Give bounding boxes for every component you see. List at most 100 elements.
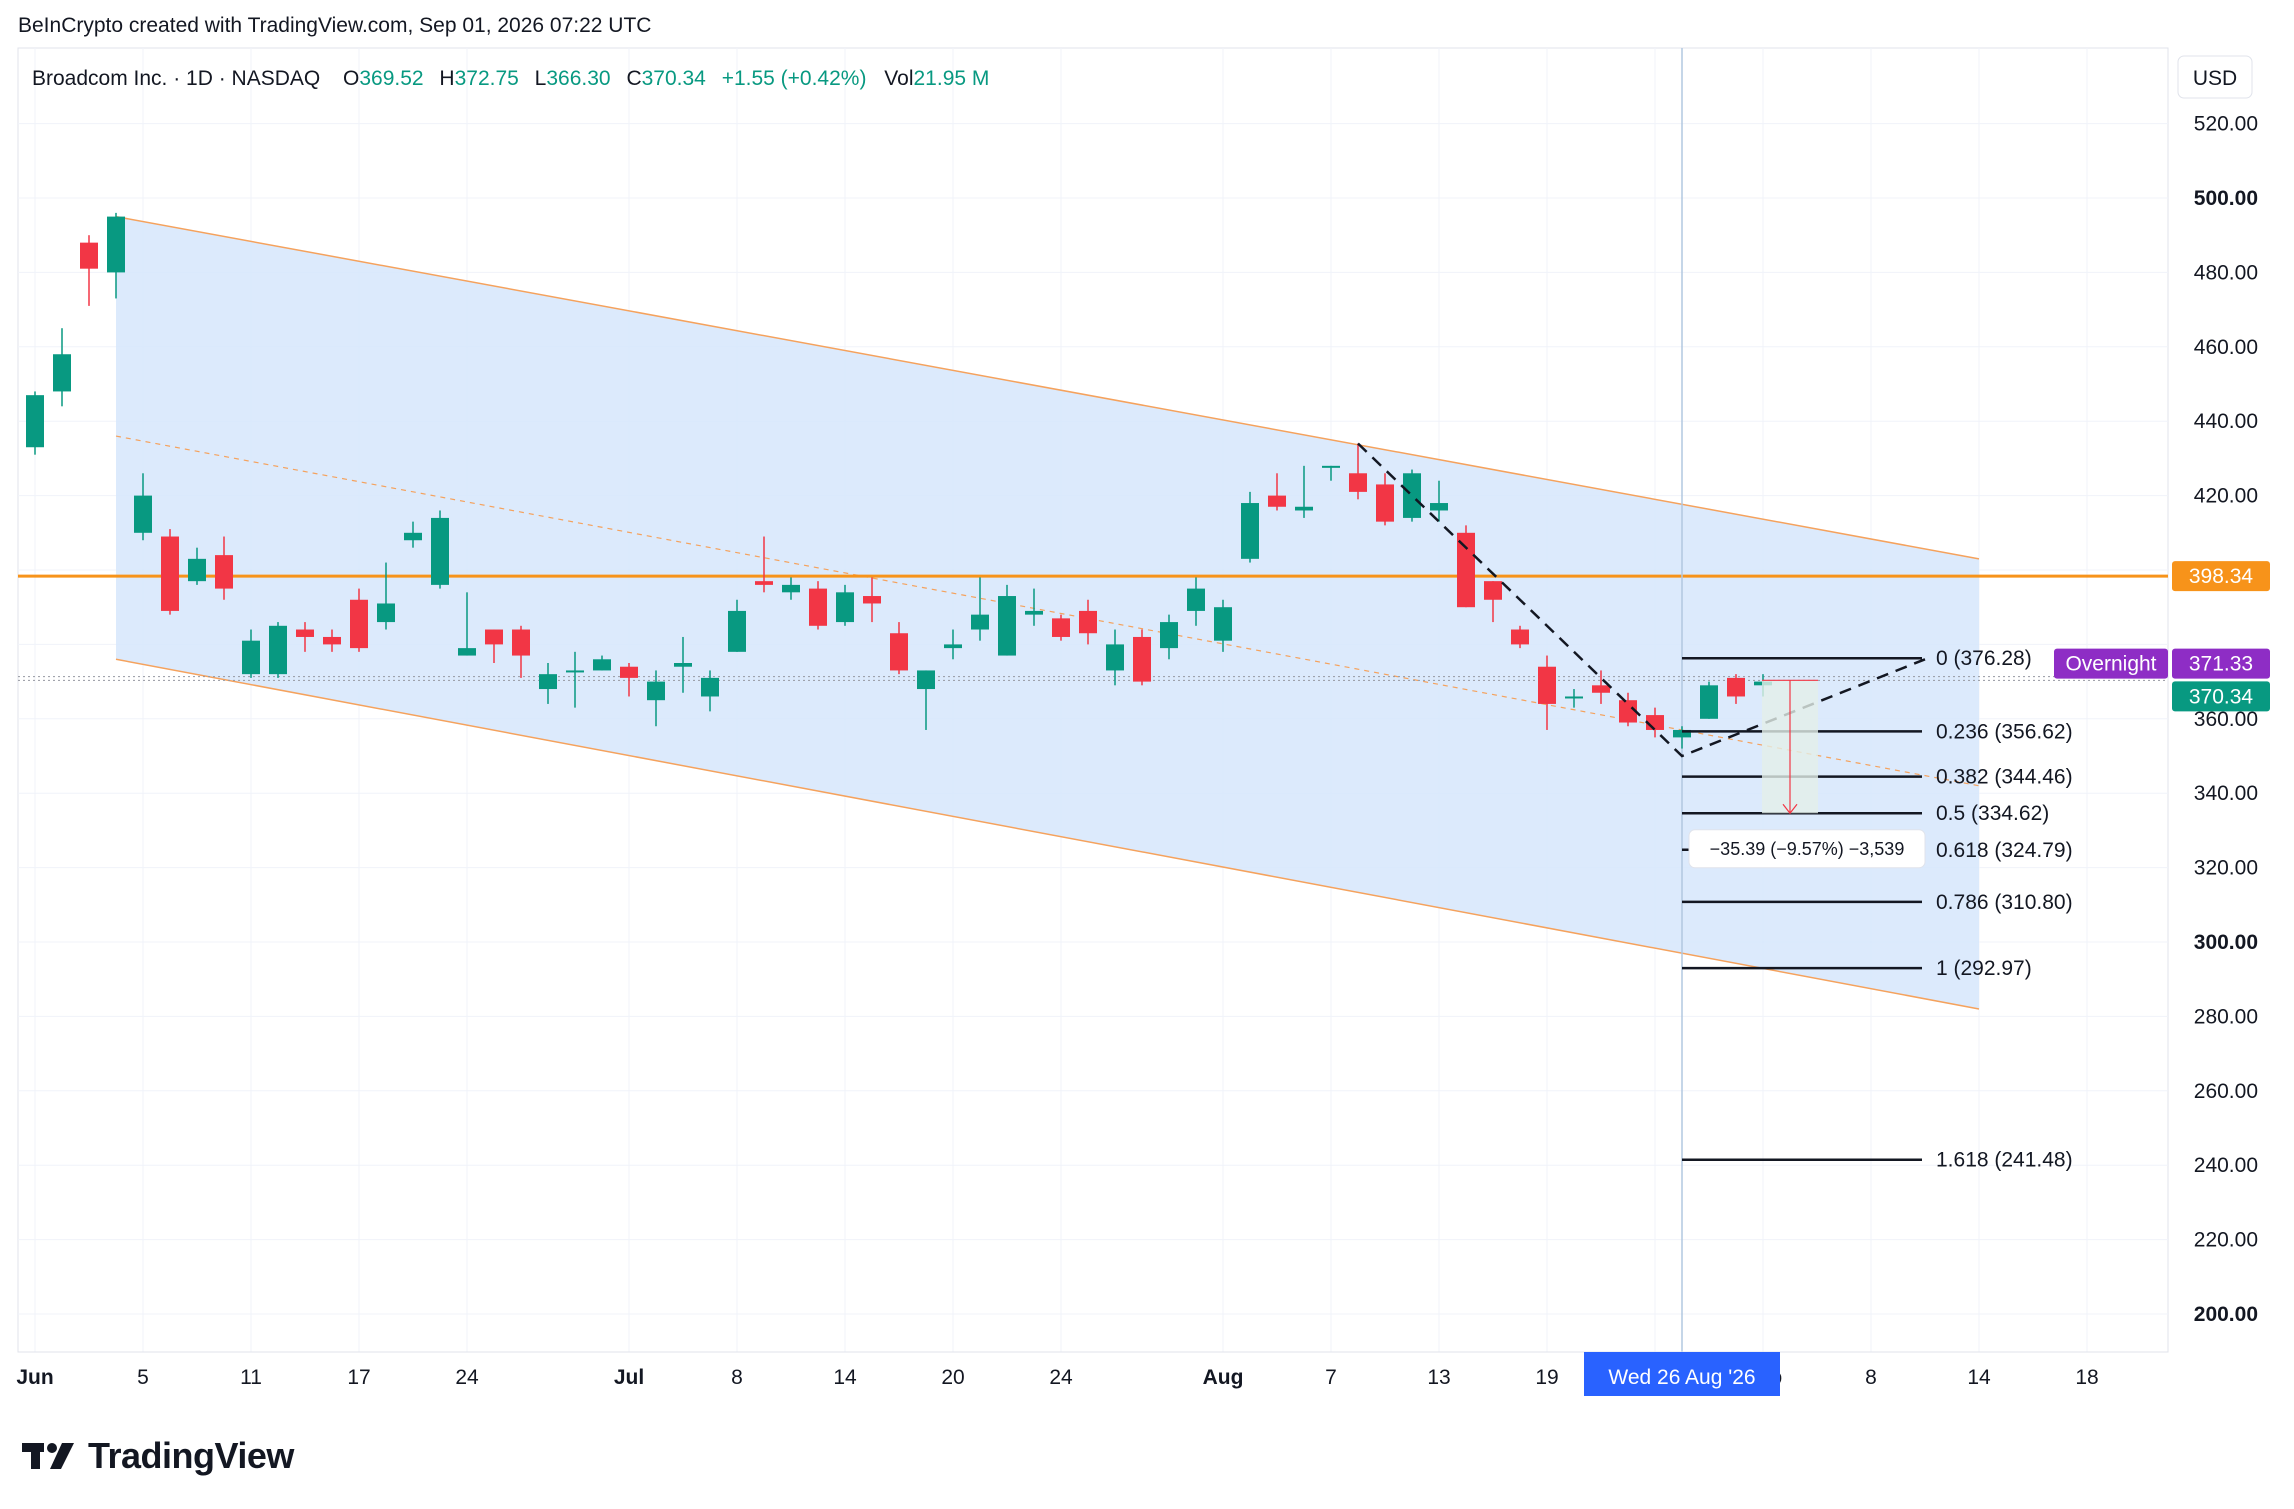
candle — [80, 235, 98, 306]
chart-credit: BeInCrypto created with TradingView.com,… — [18, 14, 652, 37]
candle — [782, 577, 800, 600]
candle-body — [836, 592, 854, 623]
crosshair-date-badge — [1584, 1352, 1780, 1396]
candle — [1025, 588, 1043, 626]
candle — [404, 521, 422, 548]
candle-body — [1133, 636, 1151, 682]
volume-value: 21.95 M — [914, 67, 990, 90]
candle-body — [1457, 532, 1475, 608]
candle — [1187, 577, 1205, 626]
time-tick-label: 24 — [1049, 1366, 1073, 1389]
price-tick-label: 440.00 — [2194, 410, 2258, 433]
open-label: O — [343, 67, 359, 90]
candle-body — [107, 216, 125, 273]
measure-tool: −35.39 (−9.57%) −3,539 — [1688, 679, 1926, 869]
candle — [863, 577, 881, 623]
price-tick-label: 320.00 — [2194, 857, 2258, 880]
low-label: L — [535, 67, 547, 90]
candle-body — [1025, 610, 1043, 615]
symbol-title: Broadcom Inc. · 1D · NASDAQ — [32, 67, 320, 90]
open-value: 369.52 — [359, 67, 423, 90]
candle-body — [1241, 503, 1259, 559]
time-tick-label: 11 — [240, 1366, 262, 1389]
candle-body — [350, 599, 368, 649]
time-tick-label: 5 — [137, 1366, 149, 1389]
candle-body — [485, 629, 503, 645]
candle-body — [296, 629, 314, 637]
candle — [701, 670, 719, 712]
candle — [1430, 480, 1448, 522]
candle-body — [647, 681, 665, 701]
candle-body — [431, 517, 449, 585]
candle — [1133, 629, 1151, 686]
candle — [836, 584, 854, 626]
candle — [728, 599, 746, 652]
candle — [1457, 525, 1475, 608]
tradingview-logo-text: TradingView — [88, 1435, 294, 1476]
candle-body — [215, 555, 233, 589]
fib-level-label: 1.618 (241.48) — [1936, 1149, 2073, 1172]
candle — [1484, 581, 1502, 623]
candle-body — [80, 242, 98, 269]
candle — [593, 655, 611, 671]
time-tick-label: 19 — [1535, 1366, 1558, 1389]
time-tick-label: 8 — [1865, 1366, 1877, 1389]
time-tick-label: 13 — [1427, 1366, 1450, 1389]
candle — [1106, 629, 1124, 686]
candle-body — [1268, 495, 1286, 507]
candle — [377, 562, 395, 630]
candle-body — [1592, 685, 1610, 693]
candle-body — [53, 354, 71, 392]
candle-body — [728, 610, 746, 652]
time-tick-label: 8 — [731, 1366, 743, 1389]
candle — [242, 629, 260, 678]
channel-lower-line — [115, 658, 1980, 1010]
fib-level-label: 0.382 (344.46) — [1936, 766, 2073, 789]
candle-body — [269, 625, 287, 675]
candle — [1565, 689, 1583, 708]
candle — [485, 629, 503, 663]
time-tick-label: 24 — [455, 1366, 479, 1389]
candle — [1079, 599, 1097, 645]
candle-body — [1052, 618, 1070, 637]
candle-body — [1673, 729, 1691, 738]
time-axis: Jun5111724Jul8142024Aug71319Sep81418Wed … — [16, 1351, 2168, 1396]
candle-body — [1349, 473, 1367, 492]
candle-body — [1106, 644, 1124, 671]
candle-body — [755, 581, 773, 585]
candle — [1511, 625, 1529, 649]
candle — [188, 547, 206, 585]
resistance-price-badge-label: 398.34 — [2189, 565, 2254, 588]
candle-body — [890, 633, 908, 671]
candle — [647, 670, 665, 727]
candle-body — [998, 596, 1016, 656]
candle — [674, 636, 692, 693]
candle — [620, 663, 638, 697]
time-tick-label: Jul — [614, 1366, 644, 1389]
high-label: H — [439, 67, 454, 90]
close-value: 370.34 — [642, 67, 707, 90]
candle — [1322, 465, 1340, 481]
candle-body — [1079, 610, 1097, 634]
candle — [26, 391, 44, 455]
candle-body — [1538, 666, 1556, 704]
candle — [1727, 674, 1745, 704]
price-tick-label: 300.00 — [2194, 931, 2258, 954]
candle-body — [1403, 473, 1421, 518]
candle-body — [809, 588, 827, 626]
time-tick-label: Aug — [1203, 1366, 1244, 1389]
candle-body — [458, 648, 476, 656]
candles — [26, 212, 1772, 749]
fib-level-label: 0 (376.28) — [1936, 647, 2032, 670]
overnight-price-badge-box — [2172, 648, 2270, 679]
candle — [1214, 599, 1232, 652]
price-tick-label: 220.00 — [2194, 1229, 2258, 1252]
candle — [512, 625, 530, 678]
candle — [890, 622, 908, 675]
candle-body — [1295, 506, 1313, 511]
currency-button[interactable]: USD — [2177, 55, 2253, 99]
candle — [215, 536, 233, 600]
measure-label-box — [1688, 829, 1926, 869]
overnight-price-badge-label: 371.33 — [2189, 653, 2253, 676]
